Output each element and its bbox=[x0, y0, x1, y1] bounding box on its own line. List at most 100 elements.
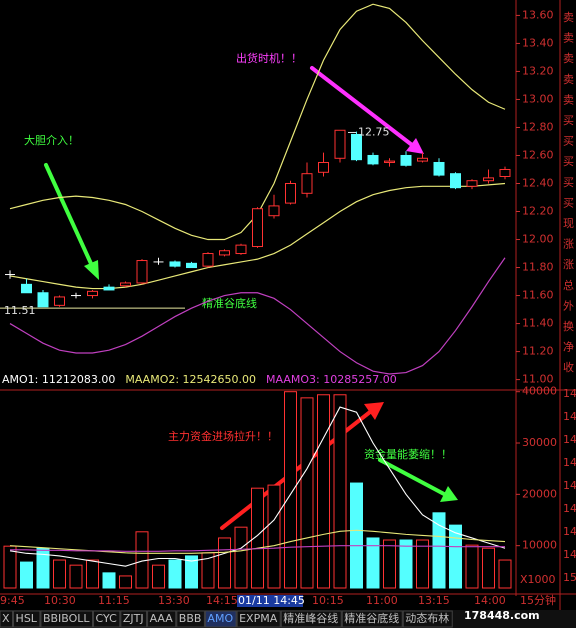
tab-label[interactable]: X bbox=[2, 612, 10, 625]
volume-bar bbox=[53, 559, 66, 589]
volume-bar bbox=[152, 564, 165, 589]
x-tick-label: 11:15 bbox=[98, 594, 130, 607]
candle-body bbox=[37, 292, 49, 308]
tab-bg bbox=[402, 610, 453, 628]
candle-body bbox=[417, 157, 428, 162]
candle-body bbox=[120, 282, 131, 287]
y-tick-label: 11.20 bbox=[522, 345, 554, 358]
tab[interactable]: 精准峰谷线 bbox=[280, 610, 342, 628]
indicator-line bbox=[9, 257, 506, 375]
side-label: 买 bbox=[563, 135, 574, 148]
tab[interactable]: X bbox=[0, 610, 14, 628]
candle-body bbox=[21, 283, 32, 294]
volume-bar bbox=[267, 484, 281, 589]
side-label: 现 bbox=[563, 217, 574, 230]
side-label: 买 bbox=[563, 155, 574, 168]
y-tick-label: 11.40 bbox=[522, 317, 554, 330]
volume-bar bbox=[119, 575, 132, 589]
y-tick-label: 12.40 bbox=[522, 176, 554, 189]
candle-body bbox=[318, 161, 329, 173]
side-label: 买 bbox=[563, 196, 574, 209]
tab[interactable]: AMO bbox=[204, 610, 237, 628]
y-tick-label: 11.80 bbox=[522, 261, 554, 274]
tab[interactable]: CYC bbox=[93, 610, 121, 628]
tab[interactable]: ZJTJ bbox=[120, 610, 148, 628]
tab-bg bbox=[176, 610, 205, 628]
tab[interactable]: BBB bbox=[176, 610, 205, 628]
annotation: 资金量能萎缩！！ bbox=[364, 447, 452, 461]
tab-label[interactable]: AAA bbox=[150, 612, 174, 625]
watermark: 178448.com bbox=[464, 609, 540, 622]
candle-body bbox=[466, 180, 478, 187]
tab[interactable]: HSL bbox=[13, 610, 41, 628]
tab-bg bbox=[13, 610, 41, 628]
candle-body bbox=[252, 208, 263, 248]
legend-entry: MAAMO3: 10285257.00 bbox=[266, 373, 397, 386]
arrow-head bbox=[84, 260, 99, 280]
tab-label[interactable]: BBB bbox=[179, 612, 202, 625]
volume-ma-line bbox=[10, 545, 505, 552]
volume-bar bbox=[366, 537, 380, 589]
volume-bar bbox=[251, 487, 264, 589]
tab-label[interactable]: BBIBOLL bbox=[43, 612, 90, 625]
tab-label[interactable]: 动态布林 bbox=[405, 611, 449, 625]
side-label: 涨 bbox=[563, 258, 574, 271]
legend-entry: AMO1: 11212083.00 bbox=[2, 373, 115, 386]
volume-bar bbox=[399, 539, 413, 589]
tab-label[interactable]: AMO bbox=[207, 612, 233, 625]
side-label: 14 bbox=[563, 548, 576, 561]
candle-body bbox=[136, 260, 148, 284]
x-tick-label: 14:00 bbox=[474, 594, 506, 607]
tab-bg bbox=[280, 610, 342, 628]
volume-bar bbox=[20, 561, 33, 589]
side-label: 14 bbox=[563, 456, 576, 469]
tab[interactable]: 精准谷底线 bbox=[341, 610, 403, 628]
candle-body bbox=[268, 205, 280, 217]
tab-label[interactable]: CYC bbox=[96, 612, 118, 625]
volume-bar bbox=[234, 526, 248, 589]
x-tick-label: 10:30 bbox=[44, 594, 76, 607]
tab[interactable]: 动态布林 bbox=[402, 610, 453, 628]
side-label: 买 bbox=[563, 176, 574, 189]
tab[interactable]: AAA bbox=[147, 610, 177, 628]
candle-body bbox=[400, 154, 412, 166]
volume-bar bbox=[350, 482, 363, 589]
arrow bbox=[310, 66, 414, 147]
tab-label[interactable]: EXPMA bbox=[239, 612, 278, 625]
y-tick-label: 12.20 bbox=[522, 205, 554, 218]
volume-bar bbox=[284, 391, 297, 589]
y-tick-label: 13.00 bbox=[522, 92, 554, 105]
tab-bg bbox=[120, 610, 148, 628]
volume-bar bbox=[69, 564, 83, 589]
tab-label[interactable]: HSL bbox=[16, 612, 38, 625]
side-label: 15 bbox=[563, 571, 576, 584]
tab[interactable]: EXPMA bbox=[236, 610, 281, 628]
volume-bar bbox=[185, 555, 198, 589]
unit-label: X1000 bbox=[520, 573, 556, 586]
tab-bg bbox=[204, 610, 237, 628]
y-tick-label: 13.20 bbox=[522, 64, 554, 77]
y-tick-label: 13.60 bbox=[522, 8, 554, 21]
y-tick-label: 12.60 bbox=[522, 148, 554, 161]
side-label: 14 bbox=[563, 410, 576, 423]
tab-label[interactable]: ZJTJ bbox=[123, 612, 144, 625]
volume-bar bbox=[465, 544, 479, 589]
tab-label[interactable]: 精准峰谷线 bbox=[283, 611, 338, 625]
candle-body bbox=[483, 177, 494, 182]
tab[interactable]: BBIBOLL bbox=[40, 610, 94, 628]
candle-body bbox=[285, 182, 296, 204]
legend-entry: MAAMO2: 12542650.00 bbox=[125, 373, 256, 386]
annotation: 大胆介入！ bbox=[24, 133, 79, 147]
tab-bg bbox=[236, 610, 281, 628]
side-label: 卖 bbox=[563, 52, 574, 65]
side-label: 卖 bbox=[563, 93, 574, 106]
tab-label[interactable]: 精准谷底线 bbox=[344, 611, 399, 625]
y-tick-label: 30000 bbox=[522, 436, 557, 449]
candle-body bbox=[235, 244, 247, 255]
side-label: 换 bbox=[563, 319, 574, 333]
x-tick-label: 13:30 bbox=[158, 594, 190, 607]
high-marker-label: 12.75 bbox=[358, 125, 390, 138]
volume-bar bbox=[333, 394, 347, 589]
tab-bg bbox=[341, 610, 403, 628]
volume-bar bbox=[432, 512, 446, 589]
